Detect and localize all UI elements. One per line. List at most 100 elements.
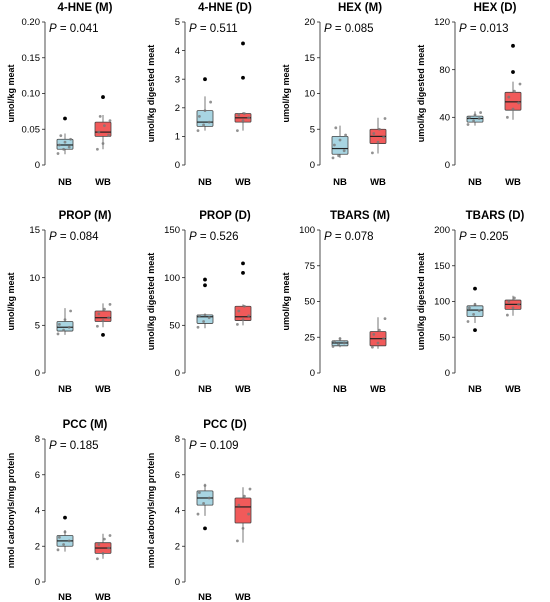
x-category-label: NB [198,384,212,395]
box-wb [94,95,112,151]
y-tick-label: 0 [445,368,450,379]
jitter-point [468,115,471,119]
p-value-symbol: P [49,231,57,243]
y-tick-label: 4 [175,46,180,57]
jitter-point [237,503,241,507]
box-iqr [234,497,252,524]
jitter-point [97,543,101,546]
y-axis-label: umol/kg meat [6,64,16,122]
jitter-point [196,129,200,133]
jitter-point [513,89,516,93]
p-value-symbol: P [49,440,57,452]
p-value-label: P = 0.041 [49,23,99,35]
y-tick-label: 10 [29,273,40,284]
jitter-point [468,306,471,310]
x-category-label: NB [333,384,347,395]
jitter-point [101,319,105,322]
jitter-point [203,109,207,113]
outlier-point [101,332,105,337]
y-tick-label: 0 [175,368,180,379]
jitter-point [466,123,470,126]
outlier-point [101,95,105,99]
y-tick-label: 0 [35,577,40,588]
jitter-point [202,123,206,127]
jitter-point [376,341,380,345]
jitter-point [247,116,251,120]
panel-1: 4-HNE (M)P = 0.04100.050.100.150.20umol/… [6,2,113,188]
y-tick-label: 5 [310,124,315,135]
jitter-point [472,312,475,316]
jitter-point [513,296,516,300]
jitter-point [382,135,385,139]
outlier-point [203,526,207,531]
jitter-point [207,496,211,500]
jitter-point [247,512,251,516]
jitter-point [108,534,112,537]
jitter-point [237,113,241,117]
jitter-point [67,539,71,543]
y-tick-label: 8 [175,434,180,445]
jitter-point [518,82,522,86]
box-nb [466,111,484,126]
p-value-symbol: P [324,231,332,243]
jitter-point [383,317,387,321]
panel-4: HEX (D) P = 0.013 0 40 80 120 umol/kg digested… [416,2,522,188]
x-category-label: WB [95,384,111,395]
jitter-point [56,548,60,552]
outlier-point [241,41,245,46]
y-tick-label: 100 [164,273,180,284]
jitter-point [378,328,381,332]
p-value-text: = 0.013 [467,23,509,35]
jitter-point [58,322,61,326]
jitter-point [334,126,338,130]
jitter-point [473,302,477,306]
jitter-point [98,114,102,118]
jitter-point [466,320,470,323]
panel-title: PROP (M) [59,210,112,222]
box-nb [56,515,74,552]
jitter-point [56,332,60,336]
outlier-point [511,43,515,48]
box-wb [504,43,522,120]
box-wb [94,302,112,337]
jitter-point [344,133,347,137]
jitter-point [108,302,112,306]
p-value-label: P = 0.526 [189,231,239,243]
jitter-point [196,512,200,516]
jitter-point [67,145,71,149]
jitter-point [209,100,213,104]
jitter-point [511,306,515,310]
jitter-point [248,487,252,491]
jitter-point [236,129,239,133]
jitter-point [63,530,67,534]
y-tick-label: 25 [304,332,315,343]
box-nb [56,116,74,155]
panel-7: TBARS (M) P = 0.078 0 25 50 75 100 umol/kg meat… [281,210,390,395]
box-wb [234,41,252,133]
y-axis-label: nmol carbonyls/mg protein [146,453,156,569]
y-tick-label: 4 [175,506,180,517]
jitter-point [506,115,509,119]
y-tick-label: 5 [175,17,180,28]
outlier-point [241,271,245,275]
jitter-point [67,325,71,329]
jitter-point [506,313,509,317]
jitter-point [107,133,110,137]
jitter-point [63,318,67,322]
p-value-label: P = 0.205 [459,231,509,243]
outlier-point [473,328,477,332]
x-category-label: WB [235,177,251,188]
jitter-point [338,138,342,142]
jitter-point [511,107,515,111]
y-tick-label: 0 [175,577,180,588]
y-tick-label: 100 [299,225,315,236]
p-value-text: = 0.085 [332,23,374,35]
box-nb [56,308,74,336]
x-category-label: WB [505,384,521,395]
jitter-point [62,328,65,332]
box-nb [196,483,214,531]
p-value-symbol: P [189,440,197,452]
y-tick-label: 0 [310,160,315,171]
panel-title: 4-HNE (D) [198,2,252,14]
